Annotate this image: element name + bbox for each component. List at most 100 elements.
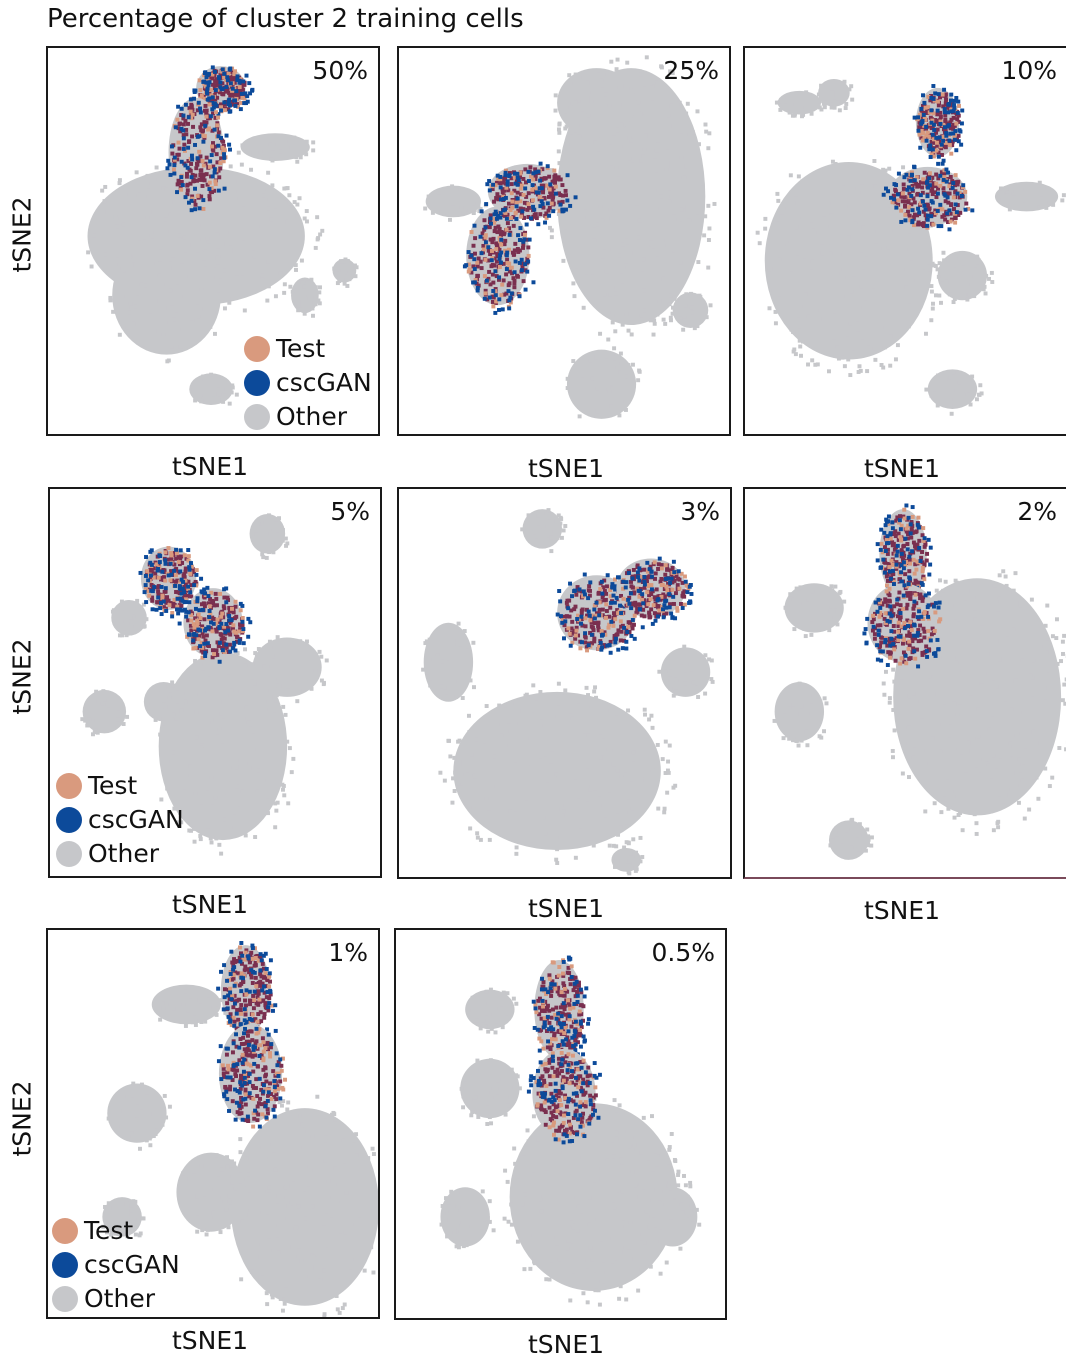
cell-point [271,540,275,545]
cell-point [264,533,269,538]
cell-point [212,188,217,193]
cell-point [920,185,925,190]
cell-point [488,732,493,737]
cell-point [218,713,223,718]
cell-point [513,721,518,726]
cell-point [320,228,325,233]
cell-point [972,812,977,817]
cell-point [590,274,595,279]
cell-point [791,738,795,743]
cell-point [475,835,480,840]
cell-point [180,183,185,188]
cell-point [171,712,176,717]
cell-point [884,269,889,274]
cell-point [207,96,212,101]
cell-point [193,791,198,796]
cell-point [564,207,568,212]
cell-point [578,824,583,829]
cell-point [472,774,477,779]
cell-point [575,798,580,803]
cell-point [155,568,160,573]
cell-point [1022,198,1026,203]
cell-point [106,699,111,703]
cell-point [924,677,929,682]
cell-point [565,376,570,381]
cell-point [676,576,681,581]
cell-point [947,123,951,128]
cell-point [668,315,673,320]
cell-point [131,321,136,326]
cell-point [1062,682,1066,687]
cell-point [572,628,577,633]
cell-point [209,620,214,625]
cell-point [508,208,513,213]
cell-point [946,105,951,110]
cell-point [219,633,224,637]
cell-point [119,609,124,614]
cell-point [951,181,956,185]
cell-point [520,839,525,844]
cell-point [189,208,194,213]
cell-point [207,672,212,677]
cell-point [483,288,488,293]
cell-point [976,258,981,263]
cell-point [482,227,487,232]
cell-point [830,322,835,327]
cell-point [473,251,477,256]
cell-point [869,843,874,848]
cell-point [221,159,226,164]
cell-point [881,167,886,172]
other-cell-cluster [240,133,310,161]
cell-point [627,156,632,161]
cell-point [649,583,654,588]
cell-point [796,590,801,595]
cell-point [207,164,212,169]
cell-point [936,224,941,229]
cell-point [951,108,956,113]
cell-point [526,169,531,174]
cell-point [492,256,497,261]
cell-point [123,192,128,197]
cell-point [256,768,261,773]
cell-point [520,527,525,532]
cell-point [939,170,944,175]
cell-point [461,759,466,764]
cell-point [953,256,958,260]
cell-point [693,232,698,237]
cell-point [657,233,662,238]
cell-point [1011,627,1016,632]
cell-point [607,614,612,619]
cell-point [917,210,922,215]
cell-point [902,195,907,200]
cell-point [633,155,638,160]
cell-point [773,321,778,326]
cell-point [683,320,688,325]
cell-point [219,105,223,110]
cell-point [925,107,930,112]
cell-point [933,208,938,213]
cell-point [212,83,217,88]
cell-point [269,217,274,222]
cell-point [295,202,300,207]
cell-point [559,517,564,521]
cell-point [801,339,805,344]
cell-point [538,161,543,166]
cell-point [846,235,851,240]
cell-point [982,671,987,676]
cell-point [220,611,225,616]
cell-point [241,79,246,84]
cell-point [686,254,691,259]
cell-point [212,263,217,268]
cell-point [931,692,936,697]
cell-point [195,161,199,166]
cell-point [228,245,233,250]
cell-point [158,245,163,250]
cell-point [158,257,163,262]
cell-point [549,201,554,206]
cell-point [782,245,787,250]
cell-point [976,734,981,739]
cell-point [1031,658,1036,663]
cell-point [161,332,166,337]
cell-point [601,585,606,590]
cell-point [662,676,667,681]
